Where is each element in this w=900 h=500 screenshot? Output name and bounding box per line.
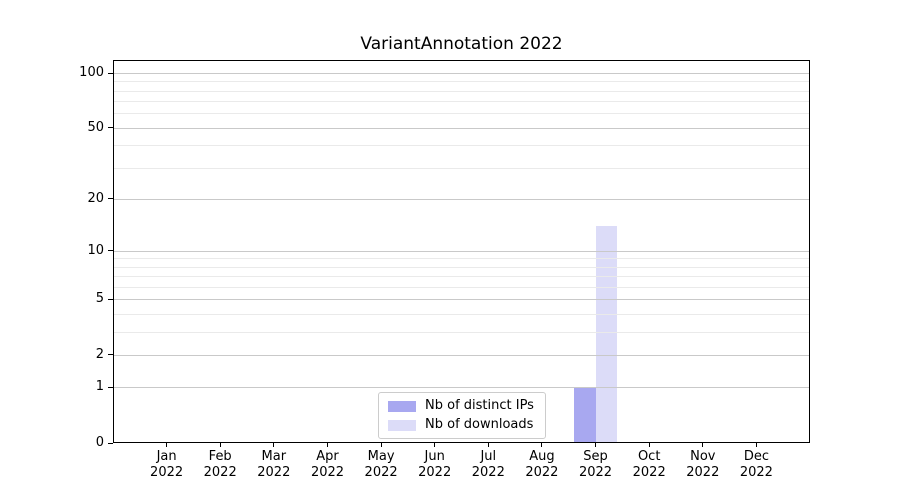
y-axis-tick [108,442,113,444]
x-tick-label: Jul 2022 [471,449,505,480]
x-axis-tick [595,443,596,447]
y-gridline-minor [114,331,809,333]
x-tick-label: Oct 2022 [632,449,666,480]
y-tick-label: 20 [87,190,104,206]
legend-item-downloads: Nb of downloads [388,417,536,433]
x-axis-tick [219,443,221,447]
y-tick-label: 10 [87,242,104,258]
y-axis-tick [108,298,113,300]
y-axis-tick [108,72,113,74]
legend: Nb of distinct IPs Nb of downloads [378,392,546,439]
y-gridline-major [114,73,809,74]
legend-label-distinct-ips: Nb of distinct IPs [425,398,534,413]
y-axis-tick [108,354,113,356]
y-tick-label: 100 [79,65,104,80]
legend-swatch-distinct-ips-icon [388,400,416,412]
x-tick-label: Apr 2022 [310,449,345,480]
x-axis-tick [487,443,489,447]
y-gridline-minor [114,287,809,288]
y-gridline-minor [114,113,809,115]
y-tick-label: 1 [95,379,104,395]
y-gridline-minor [114,101,809,103]
y-gridline-major [114,354,809,356]
x-tick-label: Mar 2022 [257,449,291,480]
x-axis-tick [166,443,168,447]
x-tick-label: Sep 2022 [578,449,613,480]
plot-area-border [113,60,810,443]
legend-label-downloads: Nb of downloads [425,417,534,432]
y-tick-label: 2 [95,346,104,362]
bar-distinct-ips [574,387,596,443]
y-gridline-minor [114,258,809,260]
x-tick-label: Dec 2022 [739,449,773,480]
y-tick-label: 5 [95,291,104,307]
y-axis-tick [108,127,113,129]
x-tick-label: May 2022 [364,449,398,480]
legend-item-distinct-ips: Nb of distinct IPs [388,398,536,414]
x-axis-tick [434,443,436,447]
x-tick-label: Feb 2022 [203,449,237,480]
y-axis-tick [108,386,113,388]
y-gridline-major [114,198,809,200]
y-gridline-major [114,127,809,129]
y-gridline-minor [114,266,809,268]
y-tick-label: 50 [87,119,104,135]
x-tick-label: Jun 2022 [418,449,452,480]
y-gridline-minor [114,167,809,169]
chart-title: VariantAnnotation 2022 [360,34,563,54]
y-gridline-minor [114,145,809,147]
y-gridline-major [114,250,809,252]
y-gridline-major [114,387,809,389]
y-tick-label: 0 [95,435,104,450]
legend-swatch-downloads-icon [388,419,416,431]
x-axis-tick [648,443,650,447]
bar-downloads [595,225,617,443]
x-axis-tick [702,443,704,447]
x-axis-tick [755,443,757,447]
x-axis-tick [541,443,543,447]
x-axis-tick [273,443,275,447]
x-tick-label: Aug 2022 [525,449,559,480]
y-axis-tick [108,250,113,252]
y-gridline-minor [114,81,809,83]
y-gridline-minor [114,276,809,278]
y-axis-tick [108,198,113,200]
y-gridline-minor [114,90,809,92]
x-tick-label: Jan 2022 [150,449,184,480]
x-axis-tick [327,443,328,447]
y-gridline-major [114,299,809,301]
x-axis-tick [380,443,382,447]
y-gridline-minor [114,314,809,315]
x-tick-label: Nov 2022 [686,449,720,480]
